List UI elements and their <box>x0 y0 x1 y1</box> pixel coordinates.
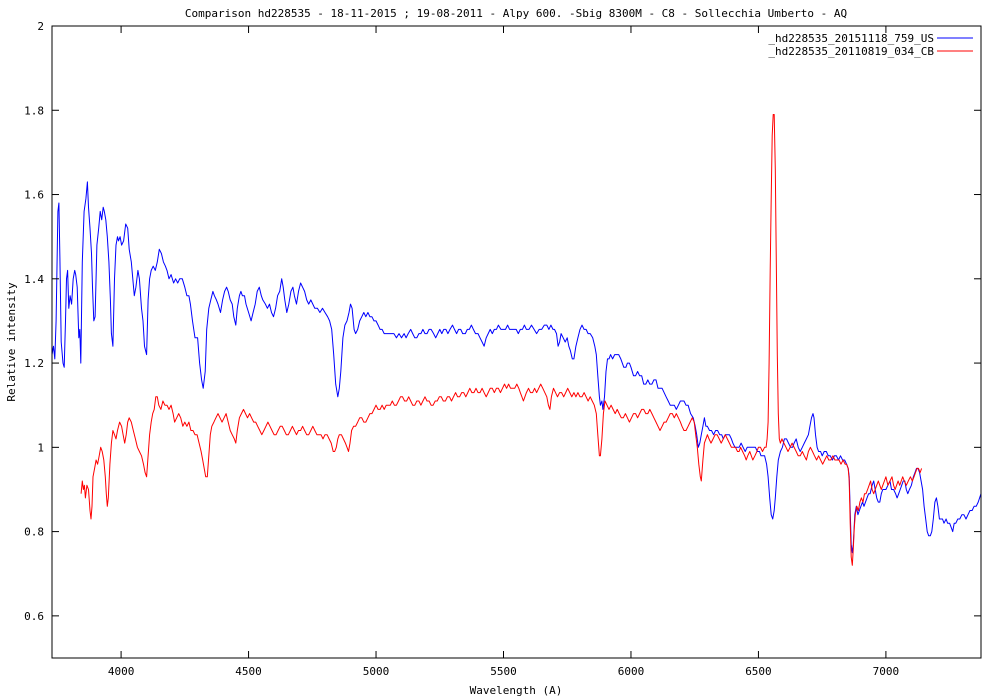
x-tick-label: 5500 <box>490 665 517 678</box>
y-tick-label: 2 <box>37 20 44 33</box>
y-tick-label: 1.6 <box>24 189 44 202</box>
legend-label: _hd228535_20110819_034_CB <box>768 45 934 58</box>
x-tick-label: 4500 <box>235 665 262 678</box>
legend-label: _hd228535_20151118_759_US <box>768 32 934 45</box>
x-tick-label: 6500 <box>745 665 772 678</box>
legend-item-blue: _hd228535_20151118_759_US <box>768 32 973 45</box>
x-tick-label: 7000 <box>873 665 900 678</box>
y-tick-label: 1.8 <box>24 104 44 117</box>
y-tick-label: 1.2 <box>24 357 44 370</box>
series-layer <box>52 114 981 566</box>
y-axis-ticks: 0.6 0.8 1 1.2 1.4 1.6 1.8 2 <box>24 20 981 623</box>
y-tick-label: 0.8 <box>24 526 44 539</box>
y-tick-label: 0.6 <box>24 610 44 623</box>
legend: _hd228535_20151118_759_US _hd228535_2011… <box>768 32 973 58</box>
series-line-0 <box>52 181 981 554</box>
x-tick-label: 6000 <box>618 665 645 678</box>
x-tick-label: 4000 <box>108 665 135 678</box>
series-line-1 <box>80 114 923 566</box>
x-axis-label: Wavelength (A) <box>470 684 563 697</box>
chart-title: Comparison hd228535 - 18-11-2015 ; 19-08… <box>185 7 847 20</box>
y-tick-label: 1.4 <box>24 273 44 286</box>
plot-area: 4000 4500 5000 5500 6000 6500 7000 0.6 0.8 1 1.2 1… <box>24 20 982 678</box>
y-axis-label: Relative intensity <box>5 282 18 402</box>
plot-frame <box>51 25 982 659</box>
y-tick-label: 1 <box>37 441 44 454</box>
x-axis-ticks: 4000 4500 5000 5500 6000 6500 7000 <box>108 26 899 678</box>
legend-item-red: _hd228535_20110819_034_CB <box>768 45 973 58</box>
x-tick-label: 5000 <box>363 665 390 678</box>
